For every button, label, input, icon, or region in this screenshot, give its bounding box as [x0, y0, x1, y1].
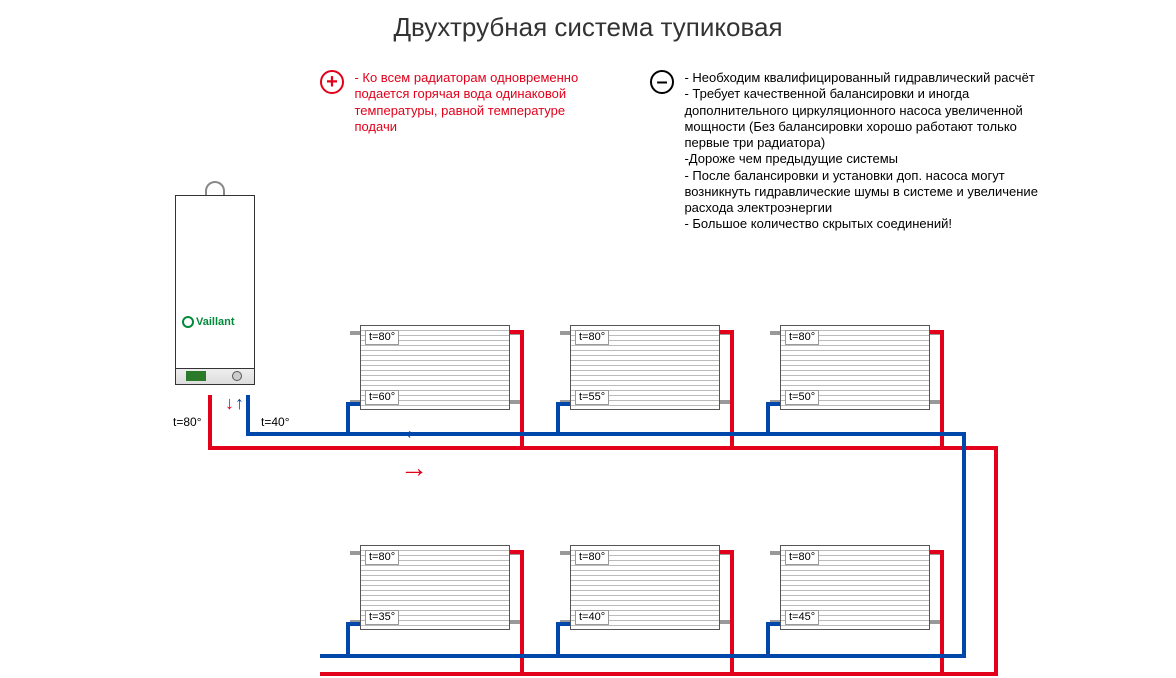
return-pipe [346, 402, 360, 406]
radiator-body: t=80° t=35° [360, 545, 510, 630]
boiler-knob [232, 371, 242, 381]
supply-arrow-icon: ↓ [225, 393, 234, 414]
radiator-stub [720, 400, 730, 404]
boiler: Vaillant ↓ ↑ [175, 195, 255, 395]
radiator-stub [510, 620, 520, 624]
page-title: Двухтрубная система тупиковая [0, 12, 1176, 43]
radiator-stub [350, 331, 360, 335]
radiator-body: t=80° t=45° [780, 545, 930, 630]
supply-flow-arrow-icon: → [400, 452, 428, 484]
return-pipe [556, 402, 570, 406]
radiator-stub [720, 620, 730, 624]
boiler-display [186, 371, 206, 381]
radiator-outlet-temp: t=40° [575, 610, 609, 625]
return-pipe [556, 622, 560, 658]
radiator-stub [770, 331, 780, 335]
radiator-outlet-temp: t=35° [365, 610, 399, 625]
radiator-stub [350, 551, 360, 555]
supply-pipe [320, 672, 324, 676]
pros-text: - Ко всем радиаторам одновременно подает… [354, 70, 604, 135]
boiler-handle [205, 181, 225, 195]
radiator-stub [560, 331, 570, 335]
radiator-inlet-temp: t=80° [365, 330, 399, 345]
radiator-outlet-temp: t=55° [575, 390, 609, 405]
return-pipe [556, 402, 560, 436]
radiator-body: t=80° t=40° [570, 545, 720, 630]
radiator-stub [510, 400, 520, 404]
radiator-inlet-temp: t=80° [575, 330, 609, 345]
boiler-panel [176, 368, 254, 384]
return-pipe [766, 402, 770, 436]
return-main-top [246, 432, 966, 436]
radiator: t=80° t=60° [360, 325, 510, 410]
return-pipe [556, 622, 570, 626]
radiator-inlet-temp: t=80° [785, 330, 819, 345]
supply-main-bottom [320, 672, 998, 676]
radiator-inlet-temp: t=80° [785, 550, 819, 565]
return-pipe [346, 622, 350, 658]
radiator-body: t=80° t=50° [780, 325, 930, 410]
supply-main-top [208, 446, 998, 450]
radiator-body: t=80° t=55° [570, 325, 720, 410]
radiator-inlet-temp: t=80° [575, 550, 609, 565]
boiler-brand: Vaillant [182, 316, 235, 328]
radiator-outlet-temp: t=60° [365, 390, 399, 405]
return-pipe [346, 402, 350, 436]
radiator-inlet-temp: t=80° [365, 550, 399, 565]
return-pipe [346, 622, 360, 626]
radiator-outlet-temp: t=50° [785, 390, 819, 405]
supply-pipe [930, 330, 940, 334]
return-pipe [962, 432, 966, 658]
radiator-outlet-temp: t=45° [785, 610, 819, 625]
boiler-return-temp: t=40° [260, 415, 291, 429]
supply-pipe [720, 550, 730, 554]
radiator: t=80° t=35° [360, 545, 510, 630]
minus-icon: – [650, 70, 674, 94]
radiator-stub [930, 620, 940, 624]
return-flow-arrow-icon: ← [400, 414, 428, 446]
return-pipe [766, 402, 780, 406]
radiator-stub [930, 400, 940, 404]
supply-pipe [208, 395, 212, 450]
radiator: t=80° t=40° [570, 545, 720, 630]
cons-text: - Необходим квалифицированный гидравличе… [684, 70, 1044, 233]
pros-section: + - Ко всем радиаторам одновременно пода… [320, 70, 610, 135]
supply-pipe [510, 330, 520, 334]
radiator-stub [770, 551, 780, 555]
radiator: t=80° t=50° [780, 325, 930, 410]
return-pipe [766, 622, 770, 658]
return-pipe [246, 395, 250, 435]
plus-icon: + [320, 70, 344, 94]
return-pipe [766, 622, 780, 626]
return-main-bottom [320, 654, 966, 658]
return-arrow-icon: ↑ [235, 393, 244, 414]
radiator: t=80° t=55° [570, 325, 720, 410]
supply-pipe [930, 550, 940, 554]
supply-pipe [994, 446, 998, 676]
boiler-body: Vaillant [175, 195, 255, 385]
cons-section: – - Необходим квалифицированный гидравли… [650, 70, 1050, 233]
supply-pipe [510, 550, 520, 554]
radiator-stub [560, 551, 570, 555]
boiler-ports: ↓ ↑ [175, 395, 255, 413]
radiator-body: t=80° t=60° [360, 325, 510, 410]
radiator: t=80° t=45° [780, 545, 930, 630]
supply-pipe [720, 330, 730, 334]
boiler-supply-temp: t=80° [172, 415, 203, 429]
